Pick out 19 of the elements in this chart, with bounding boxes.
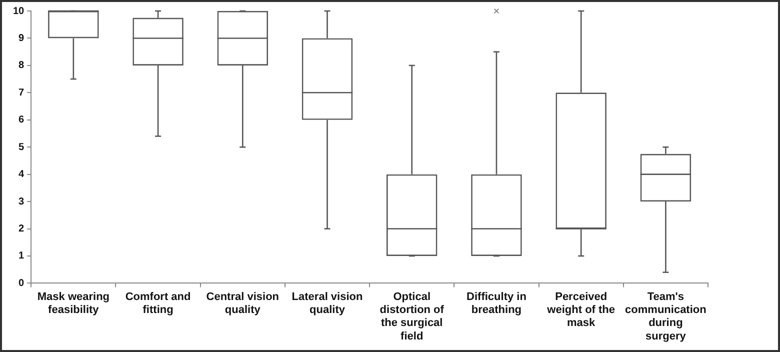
x-tick-label: Lateral vision quality	[292, 290, 363, 316]
y-tick-label: 3	[18, 196, 25, 208]
x-tick-label: Central vision quality	[206, 290, 280, 316]
x-tick-label: Mask wearing feasibility	[37, 290, 110, 316]
y-tick-label: 0	[18, 278, 25, 289]
y-tick-label: 8	[18, 60, 25, 72]
y-tick-label: 5	[18, 142, 25, 153]
x-tick-label: Team's communication during surgery	[625, 290, 707, 342]
y-tick-label: 7	[18, 87, 25, 98]
y-tick-label: 1	[18, 250, 25, 262]
y-tick-label: 4	[18, 169, 25, 180]
y-tick-label: 6	[18, 114, 25, 126]
x-tick-label: Comfort and fitting	[125, 290, 191, 316]
x-tick-label: Difficulty in breathing	[466, 290, 527, 316]
y-tick-label: 10	[13, 6, 25, 17]
x-tick-label: Optical distortion of the surgical field	[380, 290, 444, 342]
y-tick-label: 9	[18, 32, 25, 44]
x-tick-label: Perceived weight of the mask	[546, 290, 615, 330]
y-tick-label: 2	[18, 224, 25, 235]
